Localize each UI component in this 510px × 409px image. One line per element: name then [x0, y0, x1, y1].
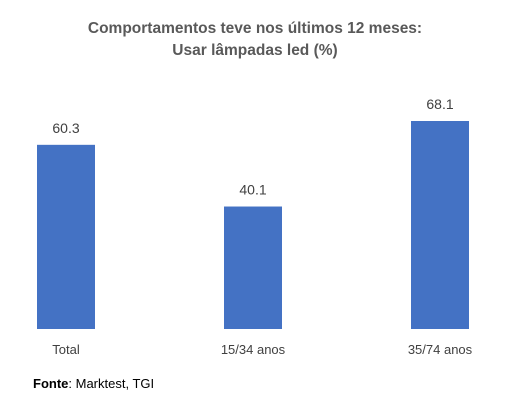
- category-label-15-34-anos: 15/34 anos: [221, 342, 286, 357]
- chart-title: Comportamentos teve nos últimos 12 meses…: [0, 18, 510, 62]
- source-text: : Marktest, TGI: [68, 376, 155, 391]
- data-labels-group: 60.3 40.1 68.1: [52, 96, 453, 198]
- category-label-total: Total: [52, 342, 80, 357]
- bar-total: [37, 144, 95, 329]
- chart-title-line-2: Usar lâmpadas led (%): [172, 42, 338, 59]
- bar-35-74-anos: [411, 121, 469, 329]
- category-labels-group: Total 15/34 anos 35/74 anos: [52, 342, 472, 357]
- data-label-35-74-anos: 68.1: [426, 96, 453, 112]
- chart-title-line-1: Comportamentos teve nos últimos 12 meses…: [87, 20, 423, 37]
- bar-15-34-anos: [224, 206, 282, 329]
- data-label-total: 60.3: [52, 120, 79, 136]
- data-label-15-34-anos: 40.1: [239, 182, 266, 198]
- source-note: Fonte: Marktest, TGI: [33, 376, 154, 391]
- category-label-35-74-anos: 35/74 anos: [408, 342, 473, 357]
- bars-group: [37, 121, 469, 329]
- source-label: Fonte: [33, 376, 69, 391]
